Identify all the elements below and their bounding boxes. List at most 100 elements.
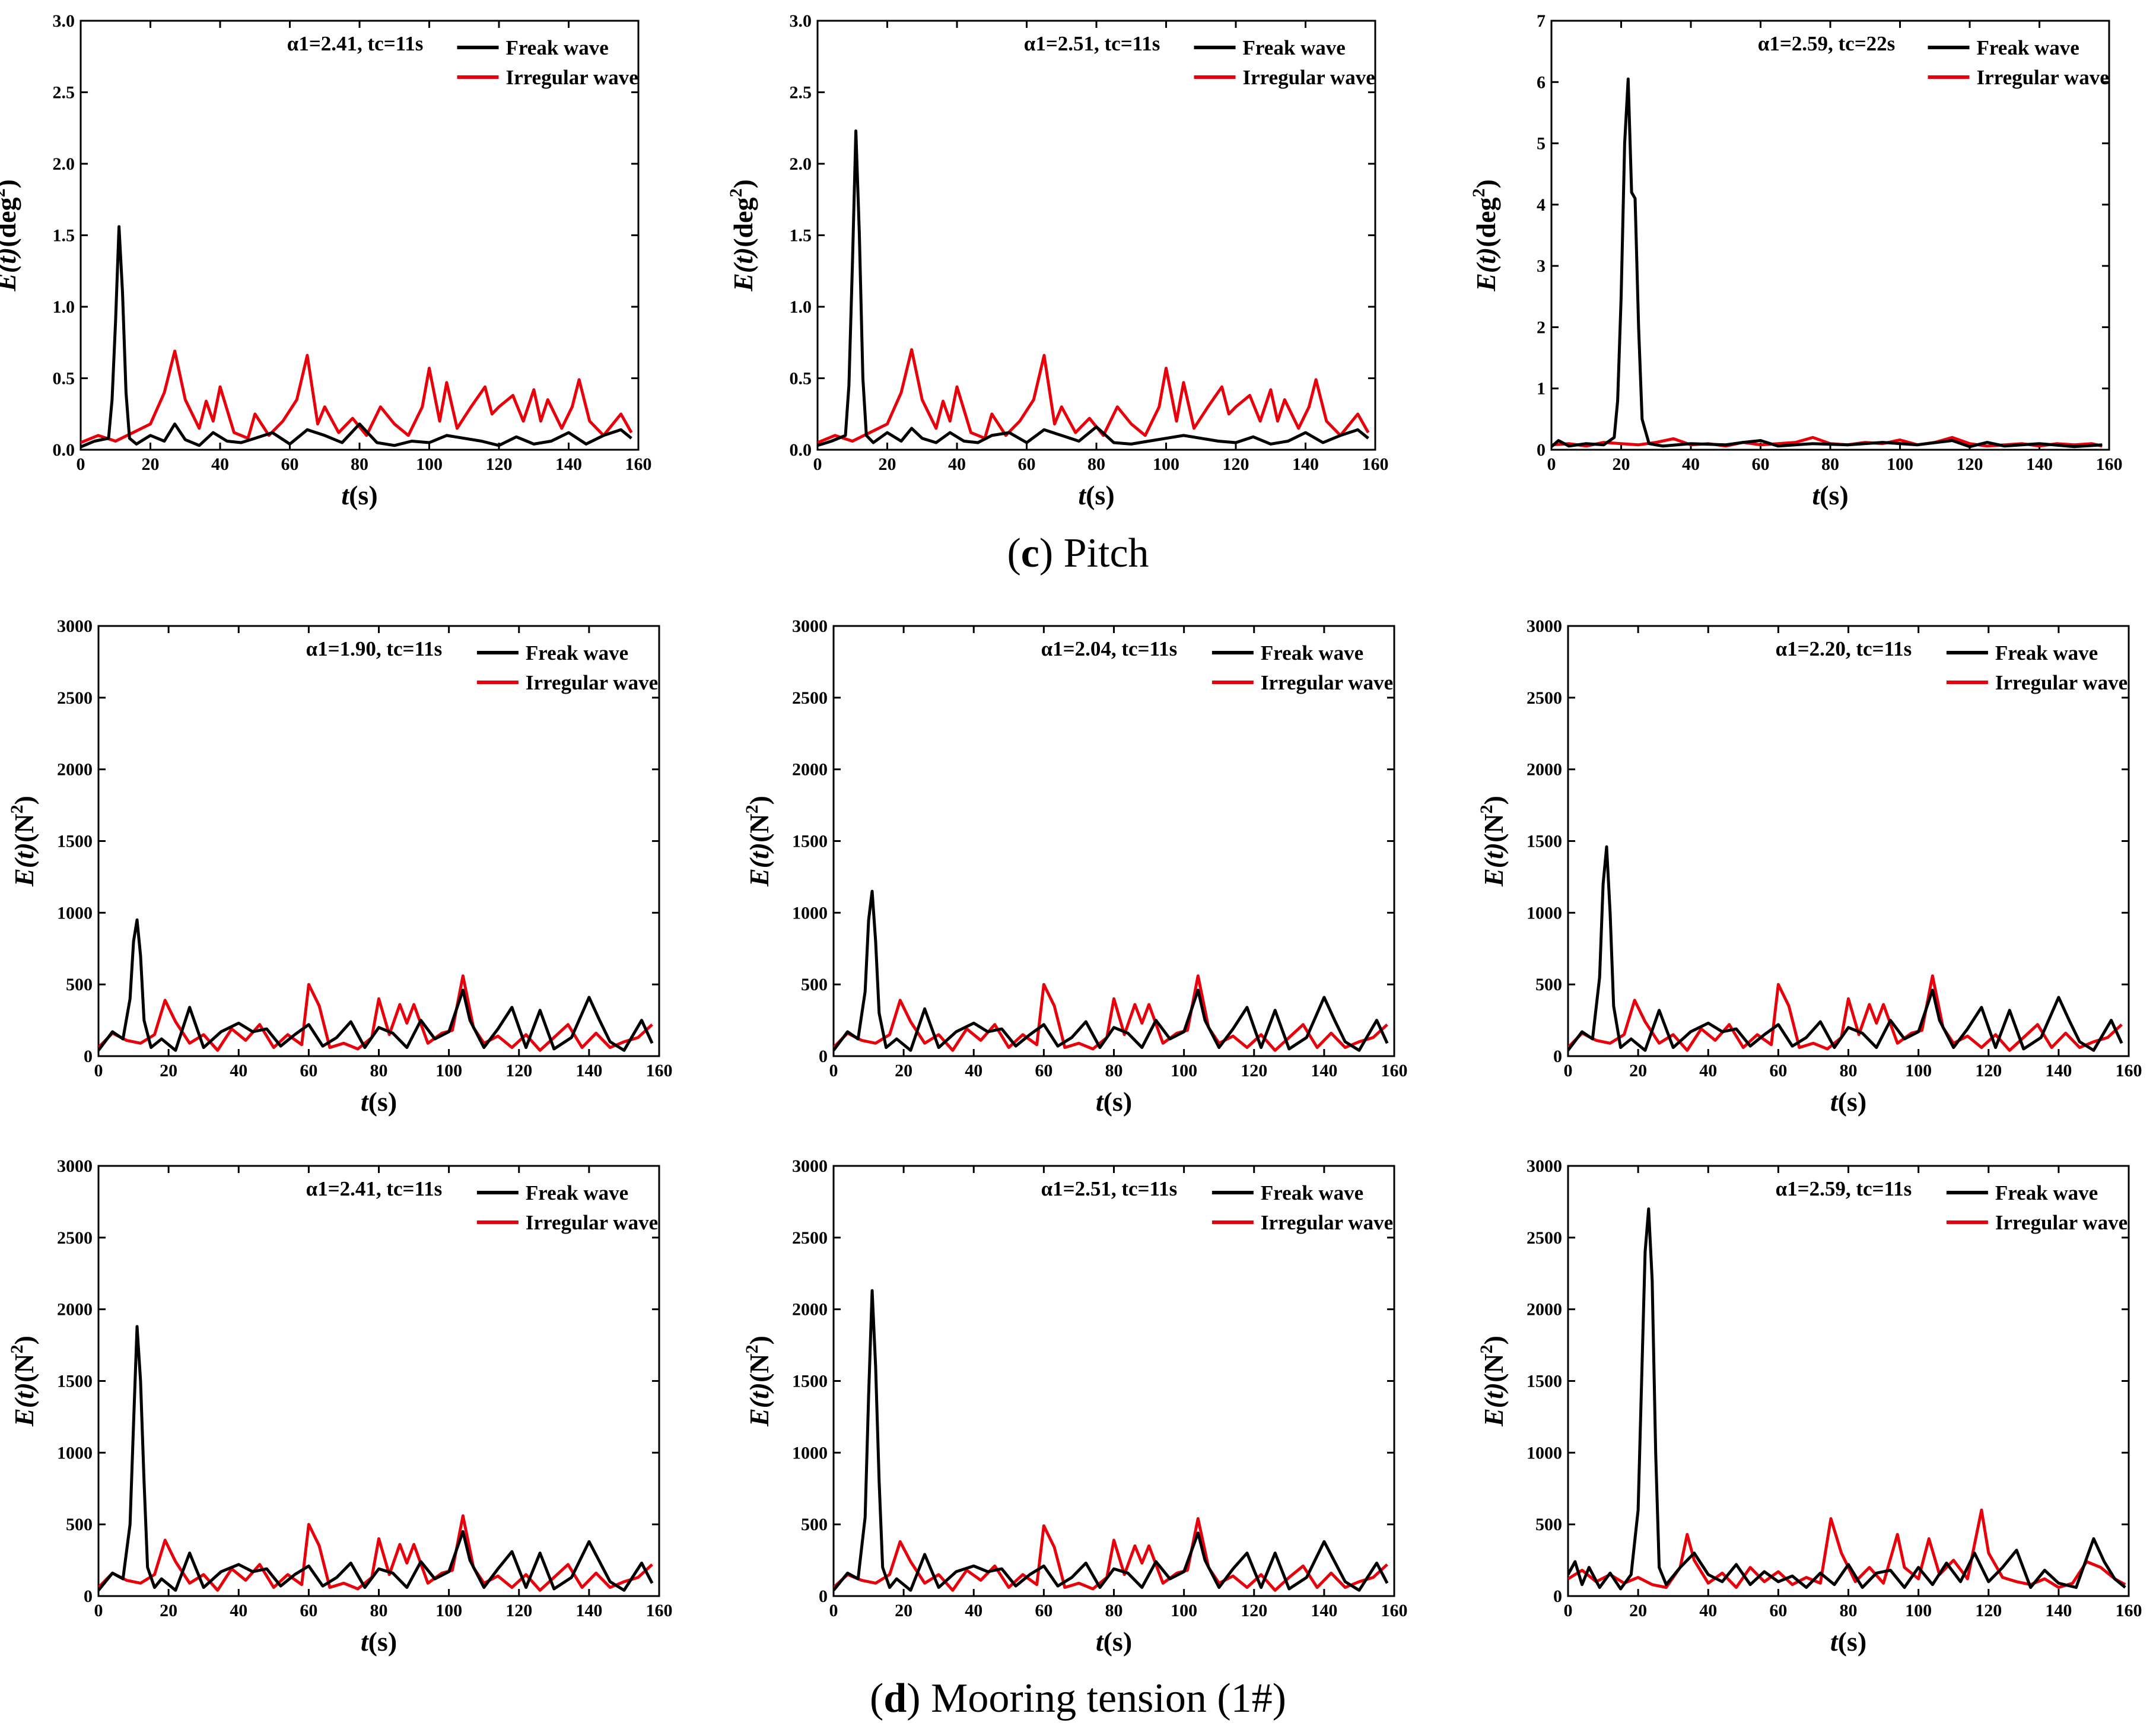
x-tick-label: 0 [94, 1601, 103, 1620]
legend-label-irregular: Irregular wave [1243, 66, 1375, 89]
series-irregular-wave [834, 974, 1388, 1052]
y-axis-label: E(t)(N2) [7, 796, 39, 887]
series-freak-wave [1568, 845, 2123, 1052]
x-tick-label: 100 [416, 454, 443, 474]
x-tick-label: 60 [300, 1601, 317, 1620]
x-tick-label: 100 [435, 1601, 462, 1620]
x-axis-label: t(s) [1096, 1086, 1132, 1117]
x-tick-label: 160 [1381, 1601, 1408, 1620]
y-tick-label: 500 [801, 1515, 828, 1534]
series-freak-wave [98, 1325, 654, 1592]
x-tick-label: 80 [351, 454, 368, 474]
y-tick-label: 1000 [57, 1443, 93, 1463]
x-tick-label: 120 [1241, 1061, 1267, 1080]
x-tick-label: 160 [2116, 1061, 2142, 1080]
y-tick-label: 0 [84, 1047, 93, 1066]
x-tick-label: 160 [1362, 454, 1389, 474]
legend-label-irregular: Irregular wave [1995, 1211, 2128, 1234]
y-axis-label: E(t)(N2) [1477, 1336, 1509, 1427]
caption-mooring-letter: d [883, 1676, 907, 1721]
x-tick-label: 140 [2026, 454, 2053, 474]
panel-annotation: α1=2.59, tc=11s [1776, 1177, 1912, 1200]
x-tick-label: 40 [1699, 1601, 1717, 1620]
x-tick-label: 120 [505, 1601, 532, 1620]
x-tick-label: 0 [1564, 1601, 1573, 1620]
x-tick-label: 20 [1629, 1061, 1647, 1080]
x-tick-label: 120 [1241, 1601, 1267, 1620]
series-irregular-wave [1568, 974, 2123, 1052]
x-tick-label: 120 [1975, 1061, 2002, 1080]
series-irregular-wave [98, 1514, 653, 1592]
caption-pitch-text: Pitch [1064, 530, 1149, 576]
x-tick-label: 160 [1381, 1061, 1408, 1080]
x-tick-label: 100 [1905, 1601, 1932, 1620]
y-axis-label: E(t)(deg2) [726, 179, 758, 292]
x-tick-label: 160 [646, 1061, 673, 1080]
y-tick-label: 1000 [1527, 903, 1562, 923]
legend-label-freak: Freak wave [1261, 1181, 1363, 1204]
chart-mooring-3: 0 20 40 60 80 100 120 140 160 0 500 1000 1500 2000 250… [1477, 616, 2142, 1117]
y-tick-label: 3.0 [790, 11, 812, 31]
x-tick-label: 20 [160, 1601, 177, 1620]
x-tick-label: 140 [555, 454, 582, 474]
y-tick-label: 500 [66, 975, 93, 994]
y-tick-label: 1.5 [53, 226, 75, 246]
y-axis-label: E(t)(N2) [742, 1336, 774, 1427]
y-tick-label: 0 [1537, 440, 1546, 460]
y-tick-label: 500 [1535, 1515, 1562, 1534]
x-tick-label: 40 [1682, 454, 1700, 474]
y-tick-label: 3000 [792, 1156, 828, 1176]
x-tick-label: 0 [829, 1601, 838, 1620]
y-tick-label: 2.0 [790, 154, 812, 174]
legend-label-irregular: Irregular wave [1995, 671, 2128, 694]
panel-annotation: α1=2.51, tc=11s [1041, 1177, 1178, 1200]
x-tick-label: 140 [2045, 1601, 2072, 1620]
y-tick-label: 2.5 [790, 83, 812, 103]
y-axis-label: E(t)(deg2) [0, 179, 21, 292]
chart-mooring-6: 0 20 40 60 80 100 120 140 160 0 500 1000 1500 2000 250… [1477, 1156, 2142, 1657]
caption-mooring: (d) Mooring tension (1#) [870, 1676, 1286, 1721]
y-tick-label: 1500 [1527, 1372, 1562, 1391]
legend-label-irregular: Irregular wave [526, 1211, 658, 1234]
chart-mooring-2: 0 20 40 60 80 100 120 140 160 0 500 1000 1500 2000 250… [742, 616, 1408, 1117]
series-freak-wave [834, 1289, 1389, 1592]
x-tick-label: 100 [435, 1061, 462, 1080]
y-tick-label: 0 [819, 1587, 828, 1606]
x-tick-label: 0 [813, 454, 822, 474]
y-tick-label: 500 [1535, 975, 1562, 994]
series-irregular-wave [98, 974, 653, 1052]
legend-label-irregular: Irregular wave [526, 671, 658, 694]
x-axis-label: t(s) [361, 1626, 397, 1657]
y-tick-label: 1000 [792, 1443, 828, 1463]
x-tick-label: 40 [965, 1601, 982, 1620]
y-axis-label: E(t)(deg2) [1469, 179, 1501, 292]
x-tick-label: 120 [1223, 454, 1249, 474]
x-tick-label: 80 [1087, 454, 1105, 474]
series-freak-wave [818, 129, 1369, 447]
y-tick-label: 3000 [57, 1156, 93, 1176]
y-tick-label: 0.5 [53, 369, 75, 389]
y-axis-label: E(t)(N2) [1477, 796, 1509, 887]
y-tick-label: 1500 [792, 832, 828, 851]
chart-mooring-4: 0 20 40 60 80 100 120 140 160 0 500 1000 1500 2000 250… [7, 1156, 673, 1657]
chart-mooring-5: 0 20 40 60 80 100 120 140 160 0 500 1000 1500 2000 250… [742, 1156, 1408, 1657]
x-tick-label: 60 [1769, 1601, 1787, 1620]
x-tick-label: 60 [1035, 1601, 1052, 1620]
y-tick-label: 7 [1537, 11, 1546, 31]
y-tick-label: 0.0 [790, 440, 812, 460]
x-tick-label: 20 [1629, 1601, 1647, 1620]
y-tick-label: 1000 [57, 903, 93, 923]
x-axis-label: t(s) [341, 480, 377, 510]
y-tick-label: 3.0 [53, 11, 75, 31]
y-tick-label: 5 [1537, 134, 1546, 154]
x-tick-label: 100 [1887, 454, 1913, 474]
x-tick-label: 0 [94, 1061, 103, 1080]
x-tick-label: 20 [160, 1061, 177, 1080]
x-tick-label: 0 [1564, 1061, 1573, 1080]
x-tick-label: 140 [2045, 1061, 2072, 1080]
x-tick-label: 140 [1311, 1601, 1337, 1620]
y-tick-label: 2000 [1527, 1300, 1562, 1320]
y-tick-label: 3 [1537, 256, 1546, 276]
x-tick-label: 20 [1613, 454, 1630, 474]
chart-mooring-1: 0 20 40 60 80 100 120 140 160 0 500 1000 1500 2000 250… [7, 616, 673, 1117]
